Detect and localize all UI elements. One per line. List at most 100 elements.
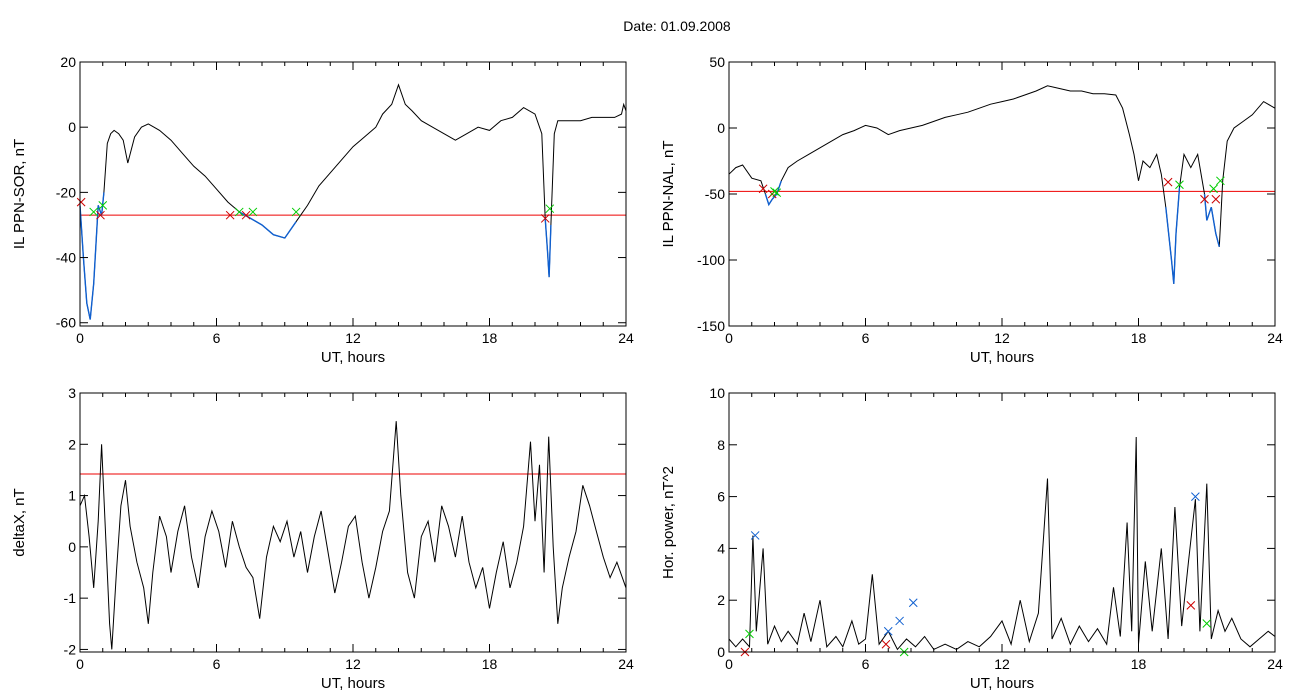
- marker-c-1: [745, 629, 754, 639]
- x-tick-label: 0: [725, 656, 733, 672]
- marker-end-1: [76, 197, 86, 207]
- x-tick-label: 12: [345, 656, 361, 672]
- y-tick-label: 0: [68, 119, 76, 135]
- marker-b-stroke: [881, 639, 891, 649]
- marker-end-stroke: [758, 184, 768, 194]
- x-axis-label: UT, hours: [321, 675, 385, 692]
- highlight-segment-1: [764, 180, 782, 207]
- x-tick-label: 24: [618, 656, 634, 672]
- x-axis-label: UT, hours: [970, 349, 1034, 366]
- y-tick-label: 6: [717, 489, 725, 505]
- marker-c-3: [1202, 619, 1212, 628]
- marker-a-5: [1191, 492, 1200, 501]
- marker-end-stroke: [76, 197, 86, 207]
- highlight-segment-2: [1165, 187, 1181, 284]
- x-tick-label: 12: [994, 330, 1010, 346]
- marker-a-stroke: [1191, 492, 1200, 501]
- highlight-segment-2: [238, 211, 297, 239]
- marker-start-1: [89, 207, 99, 217]
- marker-end-3: [225, 210, 235, 220]
- y-tick-label: -60: [56, 315, 76, 331]
- y-axis-label: IL PPN-SOR, nT: [11, 139, 28, 249]
- y-tick-label: 1: [68, 488, 76, 504]
- series-line-1: [728, 436, 1276, 651]
- marker-start-5: [291, 207, 301, 217]
- marker-start-3: [234, 207, 244, 217]
- figure-title: Date: 01.09.2008: [623, 18, 731, 34]
- marker-start-stroke: [1216, 176, 1225, 186]
- marker-b-2: [881, 639, 891, 649]
- y-tick-label: 0: [717, 644, 725, 660]
- marker-end-stroke: [241, 210, 251, 220]
- marker-start-stroke: [545, 204, 555, 214]
- marker-end-stroke: [1211, 194, 1221, 204]
- marker-a-stroke: [908, 598, 918, 608]
- y-tick-label: 2: [717, 592, 725, 608]
- marker-a-1: [750, 531, 760, 540]
- x-tick-label: 0: [725, 330, 733, 346]
- x-tick-label: 12: [345, 330, 361, 346]
- x-tick-label: 0: [76, 656, 84, 672]
- y-axis-label: Hor. power, nT^2: [660, 466, 677, 579]
- marker-start-4: [1209, 184, 1218, 194]
- marker-b-3: [1186, 601, 1196, 610]
- marker-end-stroke: [96, 210, 105, 220]
- y-tick-label: 50: [709, 54, 725, 70]
- y-tick-label: 8: [717, 437, 725, 453]
- marker-end-3: [1163, 177, 1173, 187]
- marker-start-stroke: [89, 207, 99, 217]
- marker-a-stroke: [750, 531, 760, 540]
- y-tick-label: -100: [697, 252, 725, 268]
- series-line-1: [79, 83, 627, 320]
- x-tick-label: 6: [862, 330, 870, 346]
- marker-end-2: [96, 210, 105, 220]
- marker-b-stroke: [1186, 601, 1196, 610]
- panel-2: 0 6 12 18 24 -150 -100 -50 0 50 UT, hours IL PPN-NA…: [660, 54, 1283, 366]
- y-tick-label: -40: [56, 250, 76, 266]
- x-tick-label: 24: [1267, 330, 1283, 346]
- marker-start-stroke: [772, 188, 782, 198]
- marker-end-4: [1200, 194, 1209, 204]
- marker-a-stroke: [895, 616, 904, 626]
- marker-start-3: [1175, 180, 1184, 190]
- x-tick-label: 18: [482, 330, 498, 346]
- x-tick-label: 12: [994, 656, 1010, 672]
- y-tick-label: 3: [68, 385, 76, 401]
- marker-end-4: [241, 210, 251, 220]
- x-tick-label: 6: [862, 656, 870, 672]
- y-tick-label: -50: [705, 186, 725, 202]
- marker-c-stroke: [1202, 619, 1212, 628]
- marker-start-1: [770, 187, 779, 196]
- marker-start-2: [772, 188, 782, 198]
- marker-end-stroke: [225, 210, 235, 220]
- x-tick-label: 24: [618, 330, 634, 346]
- x-tick-label: 6: [213, 330, 221, 346]
- highlight-segment-3: [544, 218, 552, 278]
- marker-start-stroke: [248, 207, 258, 217]
- y-tick-label: 10: [709, 385, 725, 401]
- y-axis-label: IL PPN-NAL, nT: [660, 141, 677, 248]
- x-tick-label: 24: [1267, 656, 1283, 672]
- series-line-1: [79, 421, 627, 650]
- panel-1: 0 6 12 18 24 -60 -40 -20 0 20 UT, hours IL PPN-SOR,…: [11, 54, 634, 366]
- marker-end-5: [1211, 194, 1221, 204]
- series-line-1: [728, 85, 1276, 284]
- y-tick-label: -150: [697, 318, 725, 334]
- marker-end-stroke: [1163, 177, 1173, 187]
- y-tick-label: -1: [64, 590, 77, 606]
- x-tick-label: 18: [1131, 656, 1147, 672]
- marker-start-2: [98, 201, 108, 210]
- marker-start-stroke: [1209, 184, 1218, 194]
- y-tick-label: 4: [717, 540, 725, 556]
- marker-start-6: [545, 204, 555, 214]
- x-axis-label: UT, hours: [321, 349, 385, 366]
- x-axis-label: UT, hours: [970, 675, 1034, 692]
- y-tick-label: 0: [68, 539, 76, 555]
- x-tick-label: 0: [76, 330, 84, 346]
- highlight-segment-1: [79, 192, 105, 320]
- x-tick-label: 18: [1131, 330, 1147, 346]
- highlight-segment-3: [1203, 193, 1220, 247]
